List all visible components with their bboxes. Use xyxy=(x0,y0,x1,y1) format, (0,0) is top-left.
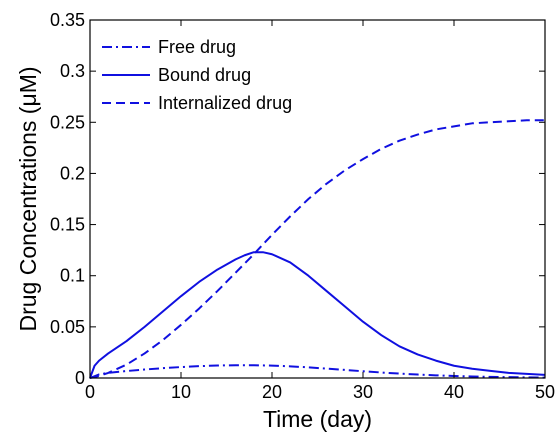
y-tick-label: 0.05 xyxy=(50,317,85,337)
x-axis-title: Time (day) xyxy=(263,406,372,432)
x-tick-label: 10 xyxy=(171,382,191,402)
x-tick-label: 40 xyxy=(444,382,464,402)
y-tick-label: 0.35 xyxy=(50,10,85,30)
ticks-layer: 0 10 20 30 40 50 0 0.05 0.1 0.15 0.2 0.25 0.3 0.35 xyxy=(50,10,555,402)
y-tick-label: 0.1 xyxy=(60,266,85,286)
series-line-2 xyxy=(89,251,546,379)
series-layer xyxy=(89,119,546,379)
x-tick-label: 20 xyxy=(262,382,282,402)
x-tick-label: 50 xyxy=(535,382,555,402)
legend-label-3: Internalized drug xyxy=(158,93,292,113)
y-tick-label: 0 xyxy=(75,368,85,388)
y-tick-label: 0.15 xyxy=(50,215,85,235)
y-tick-label: 0.25 xyxy=(50,112,85,132)
legend: Free drug Bound drug Internalized drug xyxy=(102,37,292,113)
series-line-1 xyxy=(89,364,546,379)
series-line-3 xyxy=(89,119,545,379)
x-tick-label: 0 xyxy=(85,382,95,402)
y-tick-label: 0.2 xyxy=(60,163,85,183)
y-axis-title: Drug Concentrations (μM) xyxy=(15,66,41,331)
x-tick-label: 30 xyxy=(353,382,373,402)
y-tick-label: 0.3 xyxy=(60,61,85,81)
legend-label-2: Bound drug xyxy=(158,65,251,85)
plot-frame xyxy=(89,19,546,379)
legend-label-1: Free drug xyxy=(158,37,236,57)
